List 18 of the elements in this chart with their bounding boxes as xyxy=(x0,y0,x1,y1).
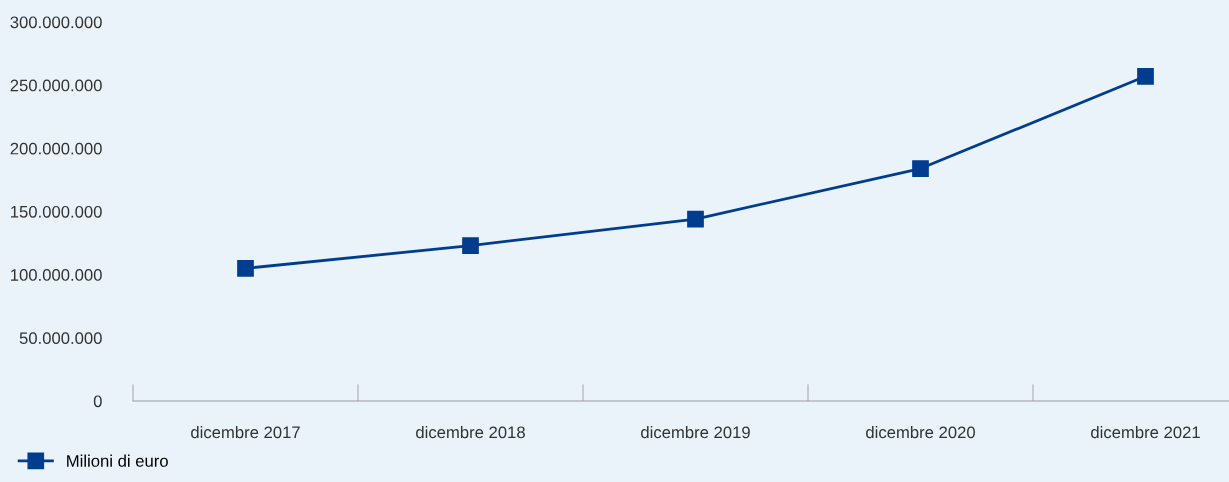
y-tick-label: 50.000.000 xyxy=(19,332,102,345)
y-tick-label: 150.000.000 xyxy=(11,205,102,218)
y-tick-label: 200.000.000 xyxy=(10,142,102,155)
legend-label: Milioni di euro xyxy=(67,454,168,467)
y-tick-label: 100.000.000 xyxy=(11,269,102,281)
x-tick-label: dicembre 2019 xyxy=(641,426,750,439)
point xyxy=(462,237,479,254)
y-tick-label: 0 xyxy=(93,395,102,408)
x-tick-label: dicembre 2020 xyxy=(866,426,975,439)
y-tick-label: 250.000.000 xyxy=(10,79,102,92)
point xyxy=(1137,67,1154,85)
x-tick-label: dicembre 2018 xyxy=(416,426,525,439)
point xyxy=(912,160,929,177)
x-tick-label: dicembre 2021 xyxy=(1091,426,1200,439)
x-tick-label: dicembre 2017 xyxy=(191,426,300,439)
point xyxy=(237,260,254,277)
point xyxy=(687,210,704,228)
y-tick-label: 300.000.000 xyxy=(10,16,102,29)
